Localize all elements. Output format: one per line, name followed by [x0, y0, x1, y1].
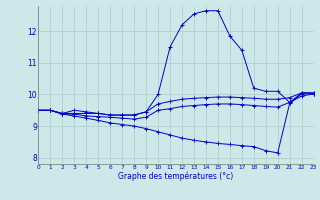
X-axis label: Graphe des températures (°c): Graphe des températures (°c) [118, 172, 234, 181]
